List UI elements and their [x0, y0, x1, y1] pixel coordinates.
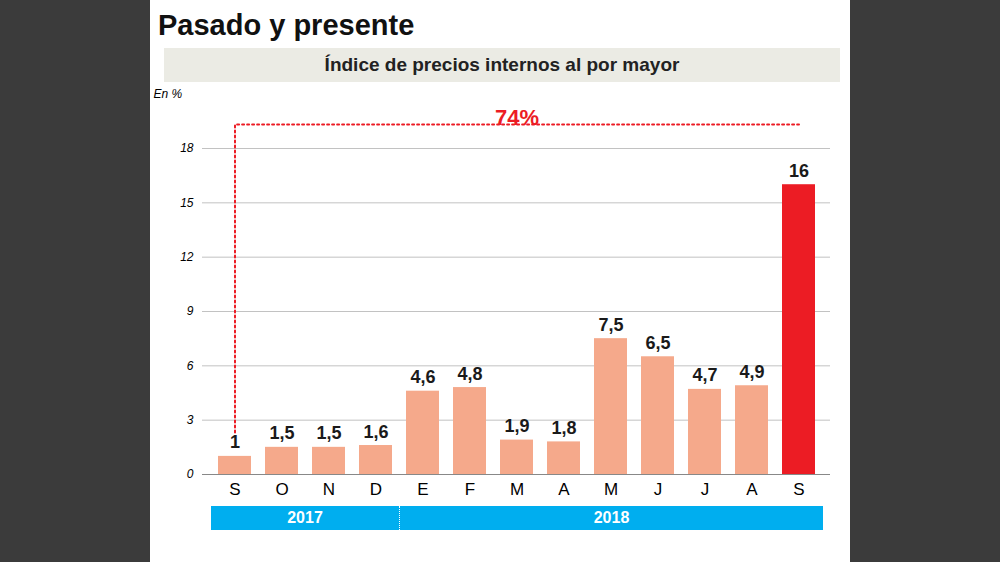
svg-text:4,7: 4,7 — [692, 365, 717, 385]
svg-text:9: 9 — [187, 304, 194, 318]
svg-text:A: A — [558, 480, 570, 499]
svg-text:6,5: 6,5 — [645, 333, 670, 353]
svg-text:S: S — [229, 480, 240, 499]
svg-text:7,5: 7,5 — [598, 315, 623, 335]
svg-text:M: M — [510, 480, 524, 499]
svg-text:J: J — [701, 480, 710, 499]
svg-text:1: 1 — [230, 432, 240, 452]
html-text:2017: 2017 — [287, 509, 323, 526]
html-text:Pasado y presente: Pasado y presente — [158, 9, 415, 41]
svg-text:18: 18 — [180, 141, 194, 155]
svg-text:N: N — [323, 480, 335, 499]
svg-text:15: 15 — [180, 196, 194, 210]
svg-text:O: O — [275, 480, 288, 499]
svg-text:4,6: 4,6 — [410, 367, 435, 387]
svg-text:1,9: 1,9 — [504, 416, 529, 436]
svg-text:1,8: 1,8 — [551, 418, 576, 438]
svg-text:A: A — [746, 480, 758, 499]
svg-text:1,5: 1,5 — [316, 423, 341, 443]
svg-text:1,6: 1,6 — [363, 422, 388, 442]
svg-text:F: F — [465, 480, 475, 499]
svg-text:E: E — [417, 480, 428, 499]
svg-text:74%: 74% — [495, 105, 539, 130]
svg-text:6: 6 — [187, 359, 194, 373]
svg-text:12: 12 — [180, 250, 194, 264]
svg-text:M: M — [604, 480, 618, 499]
svg-text:3: 3 — [187, 413, 194, 427]
svg-text:0: 0 — [187, 467, 194, 481]
svg-text:1,5: 1,5 — [269, 423, 294, 443]
html-text:Índice de precios internos al: Índice de precios internos al por mayor — [324, 54, 680, 75]
svg-text:J: J — [654, 480, 663, 499]
svg-text:S: S — [793, 480, 804, 499]
svg-text:4,8: 4,8 — [457, 364, 482, 384]
svg-text:4,9: 4,9 — [739, 362, 764, 382]
html-text:2018: 2018 — [593, 509, 630, 526]
svg-text:16: 16 — [789, 161, 809, 181]
svg-text:D: D — [370, 480, 382, 499]
svg-text:En %: En % — [154, 87, 183, 101]
